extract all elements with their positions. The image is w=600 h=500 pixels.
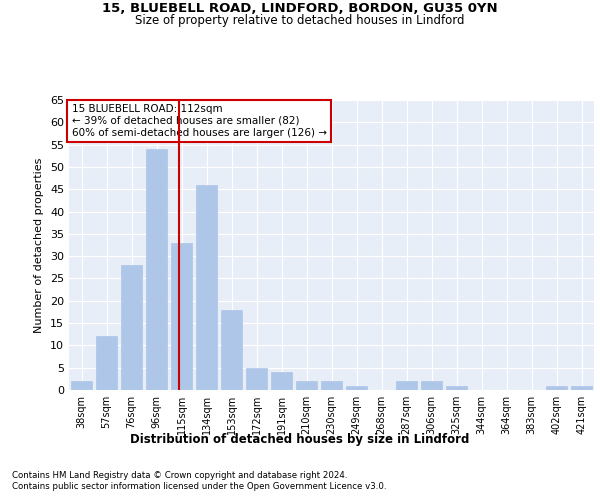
Text: 15 BLUEBELL ROAD: 112sqm
← 39% of detached houses are smaller (82)
60% of semi-d: 15 BLUEBELL ROAD: 112sqm ← 39% of detach… — [71, 104, 326, 138]
Bar — [196, 185, 217, 390]
Text: Contains HM Land Registry data © Crown copyright and database right 2024.: Contains HM Land Registry data © Crown c… — [12, 471, 347, 480]
Text: 15, BLUEBELL ROAD, LINDFORD, BORDON, GU35 0YN: 15, BLUEBELL ROAD, LINDFORD, BORDON, GU3… — [102, 2, 498, 16]
Bar — [146, 149, 167, 390]
Bar — [346, 386, 367, 390]
Bar — [221, 310, 242, 390]
Y-axis label: Number of detached properties: Number of detached properties — [34, 158, 44, 332]
Bar — [421, 381, 442, 390]
Bar — [321, 381, 342, 390]
Bar — [246, 368, 267, 390]
Bar — [446, 386, 467, 390]
Bar — [96, 336, 117, 390]
Bar — [546, 386, 567, 390]
Bar — [71, 381, 92, 390]
Text: Contains public sector information licensed under the Open Government Licence v3: Contains public sector information licen… — [12, 482, 386, 491]
Text: Distribution of detached houses by size in Lindford: Distribution of detached houses by size … — [130, 432, 470, 446]
Bar — [396, 381, 417, 390]
Bar — [271, 372, 292, 390]
Text: Size of property relative to detached houses in Lindford: Size of property relative to detached ho… — [135, 14, 465, 27]
Bar — [296, 381, 317, 390]
Bar — [171, 243, 192, 390]
Bar — [571, 386, 592, 390]
Bar — [121, 265, 142, 390]
